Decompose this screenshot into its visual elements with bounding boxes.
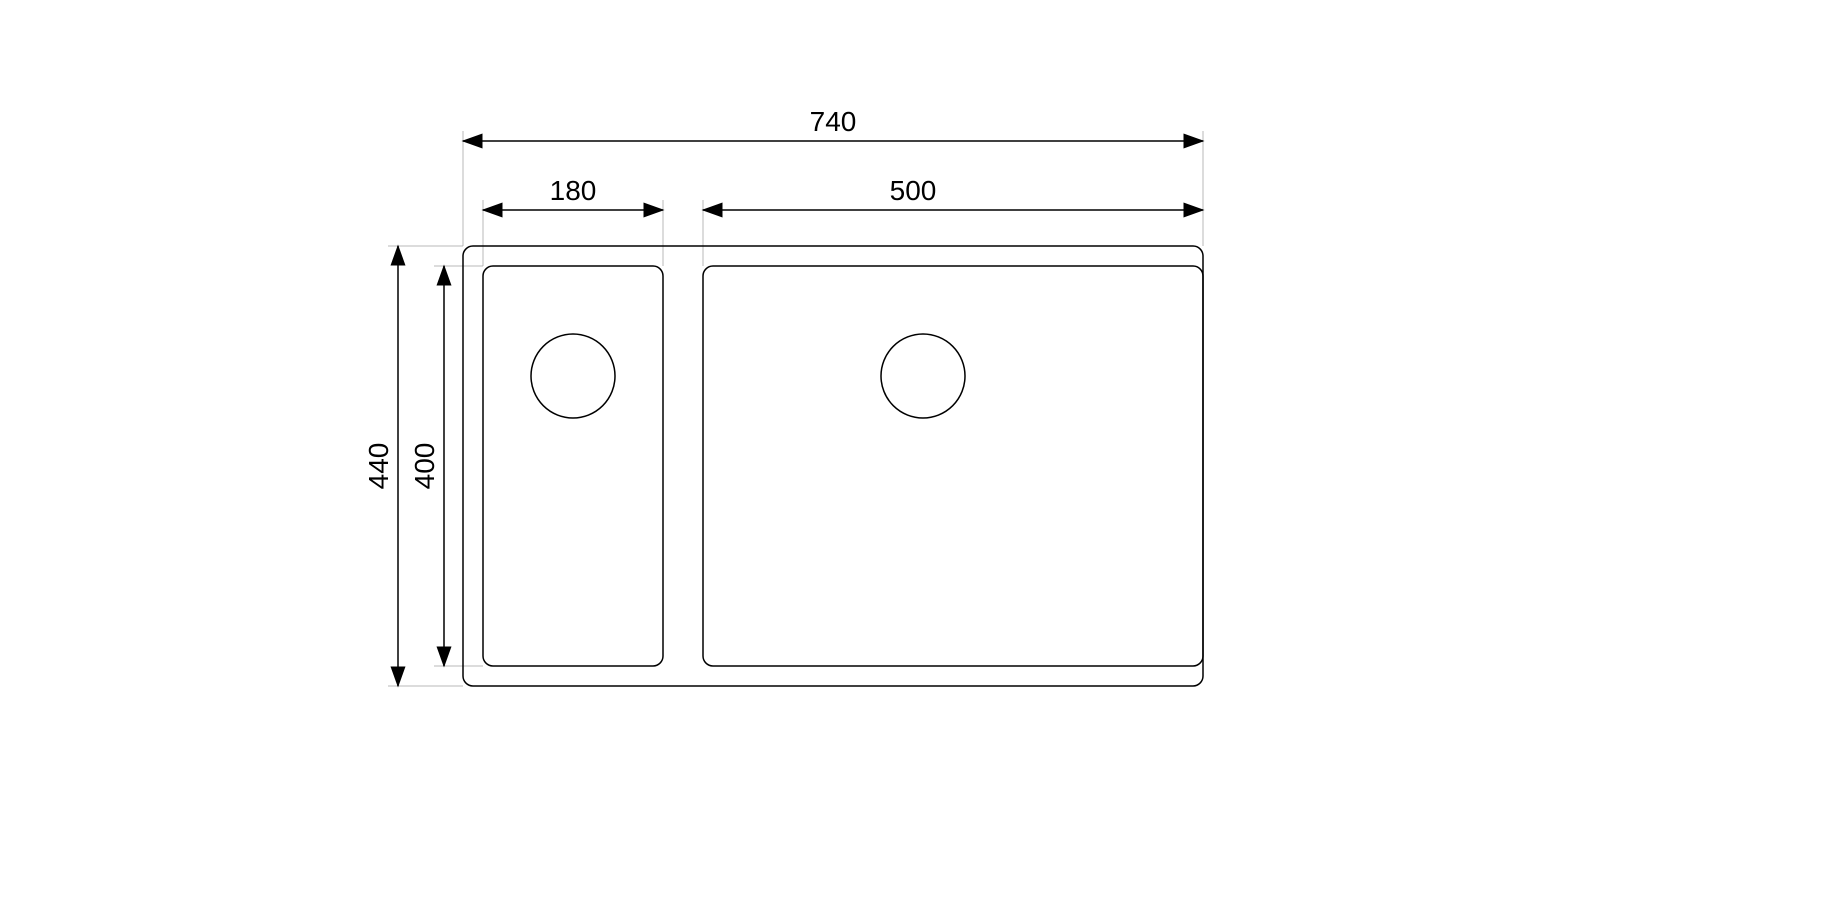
technical-drawing: 740 180 500 440 400: [0, 0, 1848, 924]
extension-lines: [388, 131, 1203, 686]
left-basin: [483, 266, 663, 666]
right-basin: [703, 266, 1203, 666]
dim-label-500: 500: [890, 175, 937, 206]
right-drain: [881, 334, 965, 418]
dimension-lines: [398, 141, 1203, 686]
sink-outer-box: [463, 246, 1203, 686]
left-drain: [531, 334, 615, 418]
dim-label-740: 740: [810, 106, 857, 137]
dim-label-180: 180: [550, 175, 597, 206]
dim-label-440: 440: [363, 443, 394, 490]
dim-label-400: 400: [409, 443, 440, 490]
dimension-labels: 740 180 500 440 400: [363, 106, 936, 489]
